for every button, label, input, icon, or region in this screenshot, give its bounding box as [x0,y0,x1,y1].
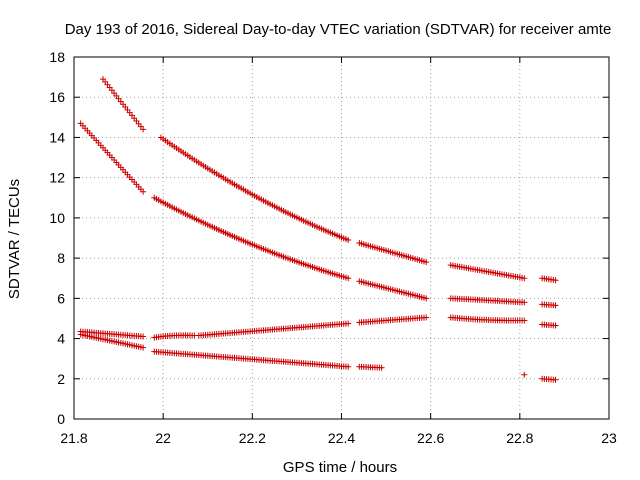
series-sat-b [77,120,559,309]
y-tick-label: 6 [57,290,65,306]
data-point [521,317,528,324]
y-tick-label: 18 [49,49,65,65]
data-point [552,322,559,329]
data-point [552,277,559,284]
data-point [521,371,528,378]
data-point [345,363,352,370]
y-tick-label: 10 [49,210,65,226]
x-tick-label: 22.2 [239,430,266,446]
y-tick-label: 0 [57,411,65,427]
y-tick-label: 4 [57,331,65,347]
data-point [140,344,147,351]
data-point [345,320,352,327]
data-point [345,275,352,282]
y-tick-label: 8 [57,250,65,266]
data-point [140,333,147,340]
data-point [423,259,430,266]
x-tick-label: 22 [155,430,171,446]
data-point [552,376,559,383]
data-point [552,302,559,309]
series-sat-c [77,314,559,341]
data-point [140,126,147,133]
x-axis-label: GPS time / hours [283,459,397,476]
y-tick-label: 12 [49,170,65,186]
y-tick-label: 2 [57,371,65,387]
y-axis-label: SDTVAR / TECUs [6,179,23,299]
x-tick-label: 22.4 [328,430,355,446]
x-tick-label: 23 [601,430,617,446]
axis-ticks: 21.8 22 22.2 22.4 22.6 22.8 23 0 2 4 6 8 10 12 14 16 18 [49,49,617,446]
series-sat-d [77,331,559,383]
x-tick-label: 22.6 [417,430,444,446]
data-point [423,314,430,321]
data-point [423,295,430,302]
data-point [521,299,528,306]
series-sat-a [99,76,559,284]
data-point [521,275,528,282]
x-tick-label: 21.8 [60,430,87,446]
data-point [140,188,147,195]
y-tick-label: 16 [49,89,65,105]
chart-title: Day 193 of 2016, Sidereal Day-to-day VTE… [65,21,612,38]
data-point [345,237,352,244]
x-tick-label: 22.8 [506,430,533,446]
data-point [378,364,385,371]
y-tick-label: 14 [49,129,65,145]
data-points [77,76,559,383]
